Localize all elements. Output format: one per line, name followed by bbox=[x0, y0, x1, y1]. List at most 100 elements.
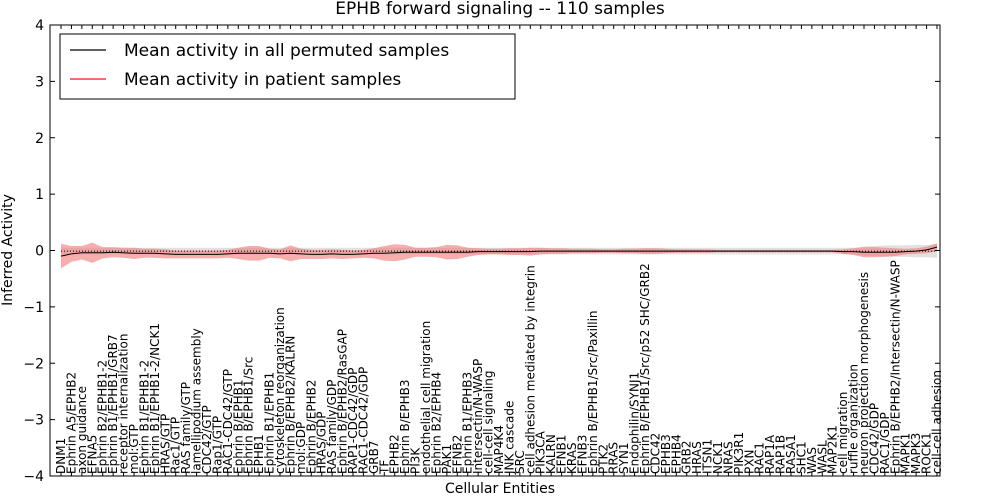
x-tick-label: RASA1 bbox=[784, 434, 798, 474]
x-tick-label: HRAS bbox=[690, 441, 704, 474]
x-tick-label: Ephrin B/EPHB2/Intersectin/N-WASP bbox=[888, 260, 902, 474]
x-tick-label: PIK3R1 bbox=[732, 432, 746, 474]
x-tick-label: mol:GDP bbox=[294, 422, 308, 474]
x-tick-label: Ephrin B2/EPHB1-2 bbox=[96, 360, 110, 474]
x-tick-label: mol:GTP bbox=[127, 424, 141, 474]
x-tick-label: PTK2 bbox=[596, 444, 610, 474]
x-tick-label: PXN bbox=[742, 450, 756, 474]
x-tick-label: Ephrin B/EPHB1/Src/Paxillin bbox=[586, 310, 600, 474]
x-tick-label: RAC1 bbox=[753, 442, 767, 474]
y-tick-label: 0 bbox=[35, 244, 44, 260]
y-tick-label: 4 bbox=[35, 18, 44, 34]
x-tick-label: TF bbox=[377, 460, 391, 475]
x-tick-label: NCK1 bbox=[711, 441, 725, 474]
x-tick-label: endothelial cell migration bbox=[419, 321, 433, 474]
x-tick-label: Ephrin A5/EPHB2 bbox=[64, 372, 78, 474]
x-tick-label: Ephrin B1/EPHB1/GRB7 bbox=[106, 334, 120, 474]
x-tick-label: GRB2 bbox=[680, 440, 694, 474]
x-tick-label: EFNB2 bbox=[450, 435, 464, 474]
x-tick-label: MAPK3 bbox=[909, 433, 923, 474]
x-tick-label: cell adhesion mediated by integrin bbox=[523, 265, 537, 474]
x-tick-label: cytoskeleton reorganization bbox=[273, 307, 287, 474]
x-tick-label: PIK3CA bbox=[534, 430, 548, 474]
x-tick-label: PI3K bbox=[409, 447, 423, 474]
x-tick-label: RAP1A bbox=[763, 434, 777, 474]
x-tick-label: RAC1-CDC42/GDP bbox=[356, 367, 370, 474]
x-tick-label: RAS family/GDP bbox=[325, 380, 339, 474]
x-tick-label: Ephrin B1/EPHB1-2/NCK1 bbox=[148, 323, 162, 474]
x-tick-label: Endophilin/SYNJ1 bbox=[628, 372, 642, 474]
legend-label: Mean activity in patient samples bbox=[124, 70, 401, 90]
x-tick-label: HRAS/GDP bbox=[315, 411, 329, 474]
x-tick-label: Rac1/GTP bbox=[169, 417, 183, 474]
x-tick-label: SHC1 bbox=[794, 441, 808, 474]
x-tick-label: SYN1 bbox=[617, 442, 631, 474]
y-tick-label: 2 bbox=[35, 131, 44, 147]
x-tick-label: Intersectin/N-WASP bbox=[471, 359, 485, 474]
x-tick-label: axon guidance bbox=[75, 386, 89, 474]
y-tick-label: −1 bbox=[23, 300, 44, 316]
series-lines bbox=[60, 246, 938, 257]
x-tick-label: Ephrin B1/EPHB1 bbox=[263, 372, 277, 474]
y-axis: 4 3 2 1 0 −1 −2 −3 −4 bbox=[23, 18, 940, 485]
x-tick-label: MAP4K4 bbox=[492, 425, 506, 474]
x-tick-label: Ephrin B1/EPHB1-2 bbox=[137, 360, 151, 474]
x-tick-label: Ephrin B/EPHB2/RasGAP bbox=[336, 329, 350, 474]
x-tick-label: HRAS/GTP bbox=[158, 414, 172, 474]
x-tick-label: Ephrin B/EPHB1/Src/p52 SHC/GRB2 bbox=[638, 263, 652, 474]
x-tick-label: EPHB4 bbox=[669, 434, 683, 474]
patient-band bbox=[61, 242, 937, 269]
x-tick-label: Ephrin B/EPHB2 bbox=[304, 380, 318, 474]
x-tick-label: DNM1 bbox=[54, 438, 68, 474]
x-tick-label: PAK1 bbox=[440, 444, 454, 474]
legend-label: Mean activity in all permuted samples bbox=[124, 41, 449, 61]
x-tick-label: EPHB3 bbox=[659, 434, 673, 474]
legend: Mean activity in all permuted samples Mea… bbox=[59, 33, 516, 100]
x-tick-label: CDC42/GTP bbox=[200, 405, 214, 474]
x-tick-label: KALRN bbox=[544, 434, 558, 474]
y-tick-label: −4 bbox=[23, 469, 44, 485]
x-tick-label: Ephrin B/EPHB1 bbox=[231, 380, 245, 474]
x-tick-label: ROCK1 bbox=[920, 432, 934, 474]
x-tick-label: Ephrin B/EPHB1/Src bbox=[242, 357, 256, 474]
patient-mean-line bbox=[60, 246, 938, 257]
y-tick-label: 1 bbox=[35, 187, 44, 203]
y-tick-label: −2 bbox=[23, 356, 44, 372]
x-tick-label: Ephrin B1/EPHB3 bbox=[461, 372, 475, 474]
x-tick-label: RAS family/GTP bbox=[179, 382, 193, 474]
chart-title: EPHB forward signaling -- 110 samples bbox=[335, 0, 665, 19]
x-tick-label: WAS bbox=[805, 447, 819, 474]
x-tick-label: cell-cell adhesion bbox=[930, 370, 944, 474]
x-tick-label: Ephrin B2/EPHB4 bbox=[429, 372, 443, 474]
x-tick-label: MAPK1 bbox=[899, 433, 913, 474]
x-tick-label: RAP1-CDC42/GDP bbox=[346, 368, 360, 474]
x-tick-label: CDC42 bbox=[648, 433, 662, 474]
y-axis-label: Inferred Activity bbox=[0, 194, 16, 306]
x-tick-label: RRAS bbox=[607, 442, 621, 474]
y-tick-label: −3 bbox=[23, 413, 44, 429]
x-tick-label: cell migration bbox=[836, 392, 850, 474]
x-tick-label: SRC bbox=[513, 450, 527, 474]
x-tick-label: WASL bbox=[815, 440, 829, 474]
x-tick-label: MAP2K1 bbox=[826, 425, 840, 474]
x-tick-label: cell-cell signaling bbox=[482, 371, 496, 475]
x-tick-label: NRAS bbox=[721, 441, 735, 474]
x-tick-label: EFNA5 bbox=[85, 435, 99, 474]
x-tick-label: neuron projection morphogenesis bbox=[857, 272, 871, 474]
x-tick-label: ITSN1 bbox=[701, 439, 715, 474]
x-tick-label: lamellipodium assembly bbox=[190, 328, 204, 474]
x-tick-label: RAC1-CDC42/GTP bbox=[221, 369, 235, 474]
x-tick-label: ruffle organization bbox=[847, 364, 861, 474]
x-tick-label: KRAS bbox=[565, 442, 579, 474]
x-tick-label: RAP1B bbox=[774, 435, 788, 474]
x-tick-label: EFNB3 bbox=[575, 435, 589, 474]
x-tick-label: EPHB2 bbox=[388, 434, 402, 474]
x-tick-label: EFNB1 bbox=[555, 435, 569, 474]
x-tick-label: Rap1/GTP bbox=[210, 416, 224, 474]
x-tick-label: RAC1/GDP bbox=[878, 412, 892, 474]
x-tick-label: GRB7 bbox=[367, 440, 381, 474]
x-axis-label: Cellular Entities bbox=[445, 481, 555, 497]
x-tick-label: JNK cascade bbox=[502, 401, 516, 475]
